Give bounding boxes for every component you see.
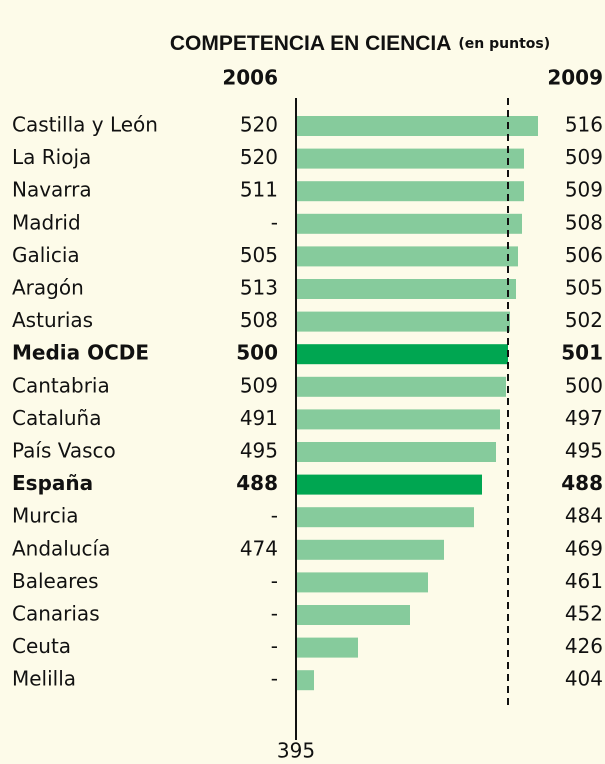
category-label: Castilla y León [12, 113, 158, 137]
category-label: Murcia [12, 504, 79, 528]
category-label: Media OCDE [12, 341, 149, 365]
value-2009: 452 [565, 602, 603, 626]
bar [296, 442, 496, 462]
category-label: Ceuta [12, 634, 71, 658]
category-label: Baleares [12, 569, 99, 593]
bar [296, 246, 518, 267]
bar [296, 116, 538, 136]
value-2009: 461 [565, 569, 603, 593]
value-2009: 516 [565, 113, 603, 137]
bar [296, 181, 524, 202]
value-2006: 491 [240, 406, 278, 430]
value-2006: 474 [240, 536, 278, 560]
value-2006: - [271, 602, 278, 626]
category-label: Melilla [12, 667, 76, 691]
value-2006: 488 [236, 471, 278, 495]
value-2009: 508 [565, 210, 603, 234]
bar [296, 376, 506, 397]
bar [296, 279, 516, 299]
bar [296, 539, 444, 560]
value-2009: 404 [565, 667, 603, 691]
category-label: Cataluña [12, 406, 101, 430]
value-2009: 506 [565, 243, 603, 267]
column-header: 2009 [547, 66, 603, 90]
value-2006: - [271, 210, 278, 234]
category-label: Galicia [12, 243, 80, 267]
value-2009: 488 [561, 471, 603, 495]
value-2009: 469 [565, 536, 603, 560]
value-2009: 426 [565, 634, 603, 658]
category-label: Cantabria [12, 373, 110, 397]
value-2009: 509 [565, 178, 603, 202]
chart-title: COMPETENCIA EN CIENCIA (en puntos) [170, 31, 550, 55]
value-2006: - [271, 667, 278, 691]
category-label: Aragón [12, 276, 84, 300]
bar [296, 148, 524, 169]
bar [296, 213, 522, 234]
x-tick-label: 395 [277, 739, 315, 763]
category-label: Canarias [12, 602, 100, 626]
bar [296, 507, 474, 528]
bar [296, 637, 358, 658]
bar [296, 474, 482, 495]
subtitle: (en puntos) [458, 36, 550, 52]
value-2006: 500 [236, 341, 278, 365]
category-label: País Vasco [12, 439, 116, 463]
value-2006: - [271, 634, 278, 658]
bar [296, 311, 510, 332]
value-2009: 502 [565, 308, 603, 332]
category-label: Navarra [12, 178, 92, 202]
bar [296, 344, 508, 365]
category-label: España [12, 471, 93, 495]
column-header: 2006 [222, 66, 278, 90]
value-2009: 484 [565, 504, 603, 528]
value-2009: 501 [561, 341, 603, 365]
value-2009: 495 [565, 439, 603, 463]
value-2009: 505 [565, 276, 603, 300]
bar [296, 605, 410, 625]
category-label: Asturias [12, 308, 93, 332]
value-2006: 505 [240, 243, 278, 267]
bar [296, 670, 314, 691]
value-2006: 520 [240, 145, 278, 169]
title: COMPETENCIA EN CIENCIA [170, 32, 452, 55]
value-2006: 513 [240, 276, 278, 300]
bar [296, 572, 428, 593]
value-2006: 511 [240, 178, 278, 202]
category-label: La Rioja [12, 145, 91, 169]
value-2006: 509 [240, 373, 278, 397]
bar [296, 409, 500, 430]
value-2006: - [271, 504, 278, 528]
value-2006: 508 [240, 308, 278, 332]
category-label: Andalucía [12, 536, 110, 560]
category-label: Madrid [12, 210, 81, 234]
value-2009: 509 [565, 145, 603, 169]
value-2009: 497 [565, 406, 603, 430]
value-2009: 500 [565, 373, 603, 397]
value-2006: 495 [240, 439, 278, 463]
value-2006: - [271, 569, 278, 593]
value-2006: 520 [240, 113, 278, 137]
